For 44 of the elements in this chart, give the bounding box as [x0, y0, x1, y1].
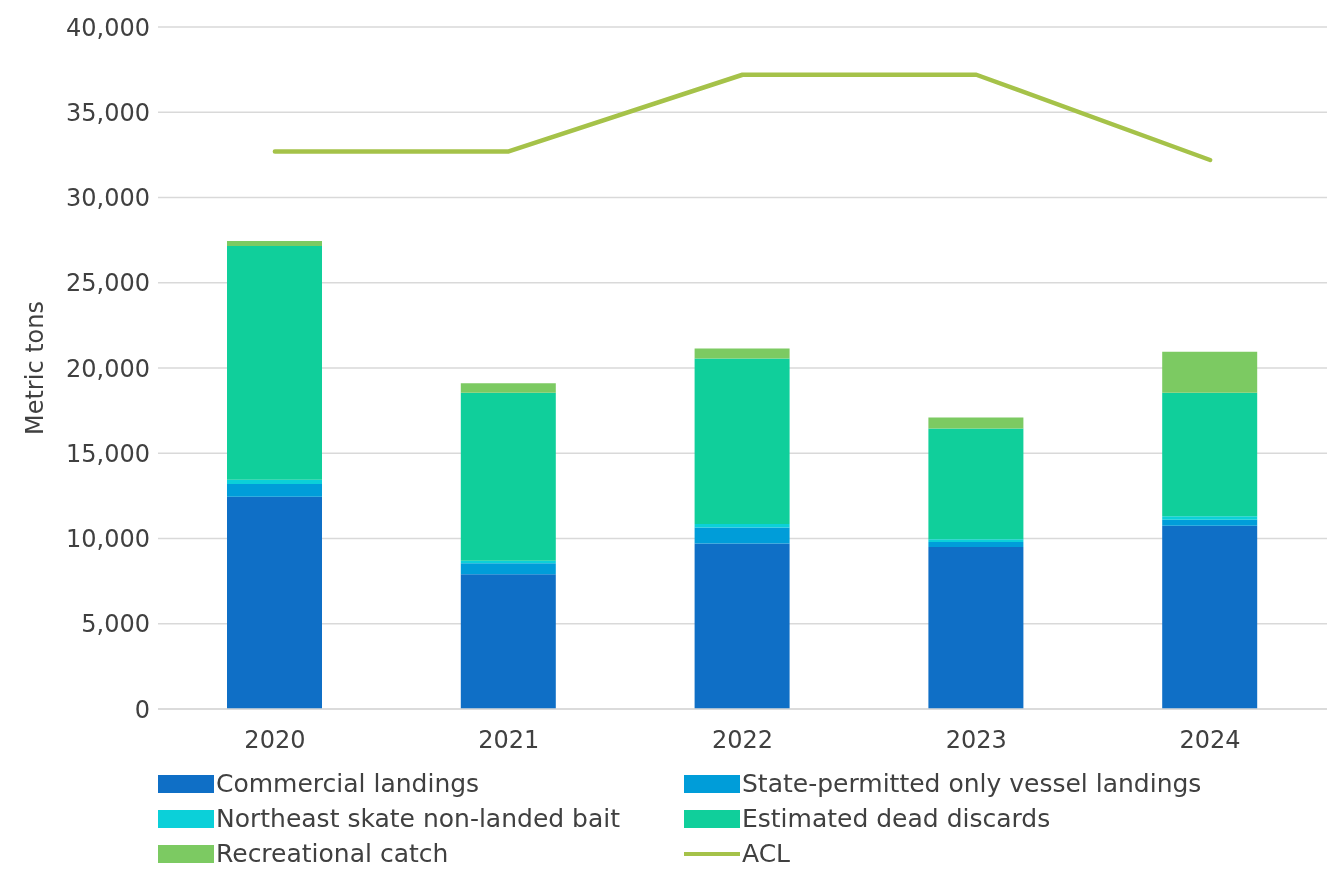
legend-label: Recreational catch — [216, 839, 449, 868]
bar — [1162, 516, 1258, 520]
bar — [460, 383, 556, 393]
bar — [928, 417, 1024, 429]
y-tick-label: 35,000 — [66, 98, 150, 127]
bar — [928, 539, 1024, 542]
bar — [694, 527, 790, 544]
y-tick-label: 40,000 — [66, 13, 150, 42]
bar — [1162, 525, 1258, 709]
y-tick-label: 15,000 — [66, 439, 150, 468]
y-tick-label: 10,000 — [66, 525, 150, 554]
x-tick-label: 2023 — [945, 726, 1007, 755]
x-tick-label: 2020 — [244, 726, 306, 755]
bar — [460, 574, 556, 709]
bar — [928, 541, 1024, 548]
y-tick-label: 30,000 — [66, 184, 150, 213]
bar — [1162, 392, 1258, 517]
bar — [227, 483, 322, 497]
bar — [227, 479, 322, 484]
y-tick-label: 5,000 — [81, 610, 150, 639]
x-tick-label: 2024 — [1179, 726, 1241, 755]
bar — [928, 428, 1024, 540]
legend-label: ACL — [742, 839, 791, 868]
x-tick-label: 2021 — [478, 726, 540, 755]
bar — [227, 240, 322, 247]
bar — [460, 392, 556, 561]
bar — [694, 358, 790, 525]
legend-label: State-permitted only vessel landings — [742, 769, 1202, 798]
bar — [694, 543, 790, 709]
bar — [227, 246, 322, 480]
bar — [460, 563, 556, 575]
y-tick-label: 20,000 — [66, 354, 150, 383]
bar — [1162, 351, 1258, 393]
legend-label: Estimated dead discards — [742, 804, 1051, 833]
legend-label: Northeast skate non-landed bait — [216, 804, 621, 833]
x-tick-label: 2022 — [711, 726, 774, 755]
bar — [694, 348, 790, 359]
bar — [1162, 519, 1258, 526]
y-axis-title: Metric tons — [20, 300, 49, 436]
legend-label: Commercial landings — [216, 769, 480, 798]
bar — [227, 496, 322, 709]
y-tick-label: 0 — [134, 695, 150, 724]
y-tick-label: 25,000 — [66, 269, 150, 298]
bar — [928, 547, 1024, 709]
